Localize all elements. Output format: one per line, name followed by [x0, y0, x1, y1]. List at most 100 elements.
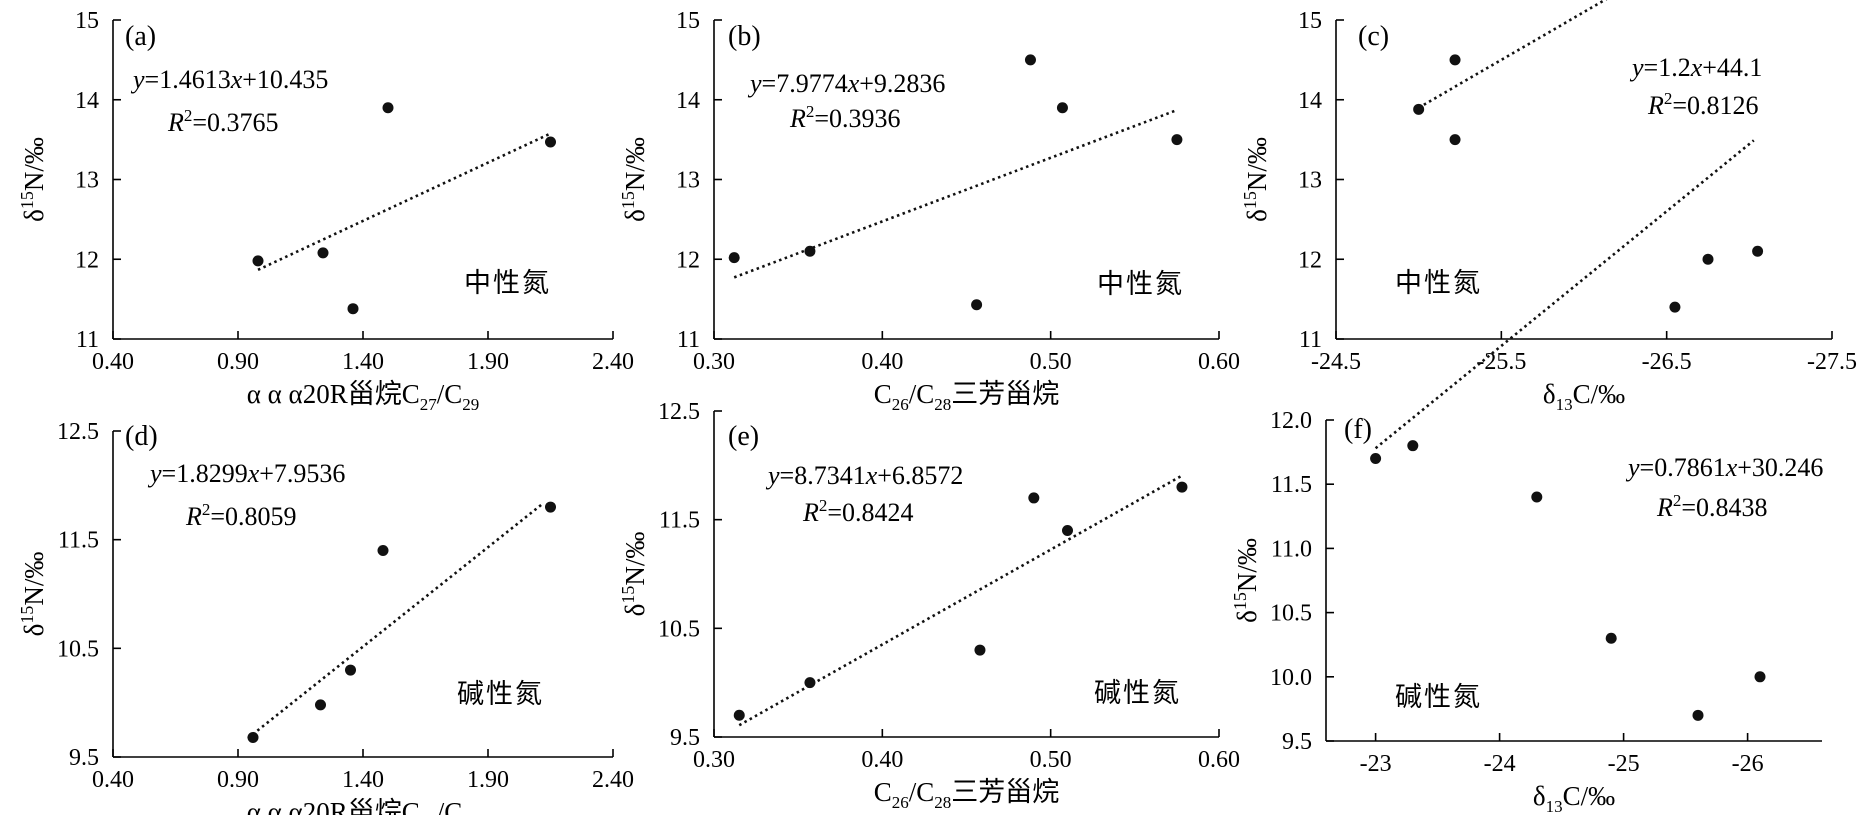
y-tick-label: 14 — [1298, 88, 1322, 114]
y-tick-label: 9.5 — [69, 745, 99, 771]
x-axis-label: δ13C/‰ — [1543, 379, 1625, 414]
data-point — [1669, 301, 1681, 313]
data-point — [728, 252, 740, 264]
y-tick-label: 10.5 — [57, 636, 99, 662]
nitrogen-type-label: 中性氮 — [464, 268, 551, 298]
data-point — [1605, 632, 1617, 644]
panel-e: 0.30 0.40 0.50 0.60 9.5 10.5 11.5 12.5 (e)y=8.73… — [618, 399, 1240, 812]
data-point — [1702, 253, 1714, 265]
x-axis-label: δ13C/‰ — [1533, 781, 1615, 815]
y-axis-label: δ15N/‰ — [618, 532, 650, 617]
x-tick-label: 0.40 — [861, 747, 903, 773]
y-tick-label: 10.5 — [1270, 601, 1312, 627]
data-point — [247, 731, 259, 743]
data-point — [1056, 102, 1068, 114]
r-squared: R2=0.8438 — [1656, 491, 1768, 522]
data-point — [252, 255, 264, 267]
panel-a: 0.40 0.90 1.40 1.90 2.40 11 12 13 14 15 (a) y=1.461… — [17, 8, 634, 414]
data-point — [1752, 245, 1764, 257]
data-point — [315, 699, 326, 711]
data-point — [545, 136, 556, 148]
x-tick-label: 0.40 — [92, 767, 134, 793]
x-tick-label: 1.40 — [342, 767, 384, 793]
data-point — [382, 102, 394, 114]
y-tick-label: 15 — [676, 8, 700, 34]
data-point — [1531, 491, 1543, 503]
data-point — [804, 677, 816, 689]
r-squared: R2=0.8424 — [802, 496, 914, 527]
data-point — [347, 303, 359, 315]
y-tick-label: 9.5 — [670, 725, 700, 751]
x-tick-label: 2.40 — [592, 767, 634, 793]
r-squared: R2=0.3765 — [167, 106, 279, 137]
data-point — [1176, 481, 1188, 493]
y-axis-label: δ15N/‰ — [618, 137, 650, 222]
x-tick-label: 0.50 — [1030, 747, 1072, 773]
y-tick-label: 13 — [676, 168, 700, 194]
nitrogen-type-label: 碱性氮 — [1094, 678, 1181, 708]
r-squared: R2=0.8126 — [1647, 89, 1759, 120]
data-point — [1413, 103, 1425, 115]
nitrogen-type-label: 碱性氮 — [457, 679, 544, 709]
x-tick-label: -24.5 — [1311, 349, 1361, 375]
regression-equation: y=1.4613x+10.435 — [130, 65, 328, 94]
x-tick-label: 0.60 — [1198, 747, 1240, 773]
y-tick-label: 14 — [676, 88, 700, 114]
panel-tag: (f) — [1344, 414, 1372, 445]
x-tick-label: -25.5 — [1476, 349, 1526, 375]
data-point — [733, 709, 745, 721]
x-tick-label: 1.90 — [467, 767, 509, 793]
data-point — [1754, 671, 1766, 683]
y-tick-label: 12.5 — [57, 419, 99, 445]
data-point — [1692, 709, 1704, 721]
y-tick-label: 15 — [1298, 8, 1322, 34]
r-squared: R2=0.3936 — [789, 102, 901, 133]
x-tick-label: -24 — [1484, 751, 1516, 777]
y-tick-label: 11.5 — [1271, 472, 1312, 498]
x-axis-label: α α α20R甾烷C27/C29 — [247, 797, 479, 815]
nitrogen-type-label: 中性氮 — [1395, 268, 1482, 298]
nitrogen-type-label: 中性氮 — [1097, 269, 1184, 299]
data-point — [377, 545, 389, 557]
x-tick-label: -26.5 — [1642, 349, 1692, 375]
panel-tag: (d) — [125, 421, 158, 452]
x-tick-label: 2.40 — [592, 349, 634, 375]
y-tick-label: 15 — [75, 8, 99, 34]
y-tick-label: 9.5 — [1282, 729, 1312, 755]
x-axis-label: α α α20R甾烷C27/C29 — [247, 379, 479, 414]
x-tick-label: 1.90 — [467, 349, 509, 375]
x-tick-label: 0.30 — [693, 747, 735, 773]
r-squared: R2=0.8059 — [185, 500, 297, 531]
x-tick-label: 0.40 — [92, 349, 134, 375]
data-point — [974, 644, 986, 656]
data-point — [1449, 134, 1461, 146]
x-tick-label: -25 — [1608, 751, 1640, 777]
y-tick-label: 13 — [75, 168, 99, 194]
trend-line — [247, 502, 544, 740]
x-tick-label: 0.60 — [1198, 349, 1240, 375]
y-tick-label: 11.5 — [58, 528, 99, 554]
data-point — [1062, 525, 1073, 537]
x-tick-label: 0.90 — [217, 349, 259, 375]
y-axis-label: δ15N/‰ — [17, 137, 49, 222]
x-axis-label: C26/C28三芳甾烷 — [874, 777, 1060, 812]
x-tick-label: 0.90 — [217, 767, 259, 793]
x-tick-label: -26 — [1732, 751, 1764, 777]
panel-c: -24.5 -25.5 -26.5 -27.5 11 12 13 14 15 (c) y=1.2x+… — [1240, 0, 1857, 414]
x-tick-label: -27.5 — [1807, 349, 1857, 375]
panel-tag: (c) — [1358, 21, 1389, 52]
data-point — [1370, 453, 1382, 465]
nitrogen-type-label: 碱性氮 — [1395, 682, 1482, 712]
data-point — [345, 664, 356, 676]
y-axis-label: δ15N/‰ — [17, 552, 49, 637]
y-tick-label: 12 — [676, 247, 700, 273]
data-point — [317, 247, 329, 259]
x-tick-label: 0.40 — [861, 349, 903, 375]
y-axis-label: δ15N/‰ — [1230, 538, 1262, 623]
trend-line — [733, 108, 1178, 279]
regression-equation: y=7.9774x+9.2836 — [747, 69, 945, 98]
y-tick-label: 10.0 — [1270, 665, 1312, 691]
x-tick-label: 0.50 — [1030, 349, 1072, 375]
y-tick-label: 11 — [1299, 327, 1322, 353]
panel-b: 0.30 0.40 0.50 0.60 11 12 13 14 15 (b) y=7.9774x+9… — [618, 8, 1240, 414]
